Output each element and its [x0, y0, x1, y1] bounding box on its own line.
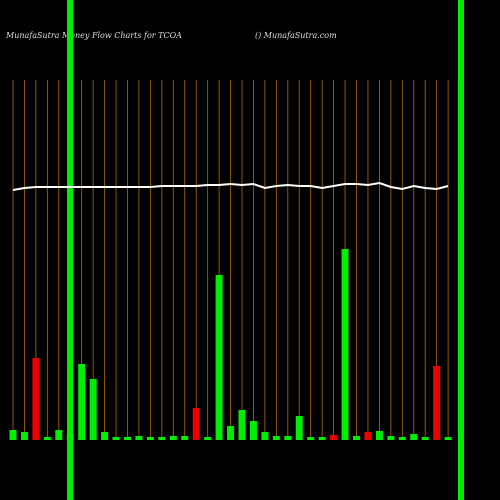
price-line	[12, 181, 449, 191]
bar	[364, 432, 372, 440]
bar	[135, 436, 143, 440]
bar	[227, 426, 235, 440]
bar	[272, 436, 280, 440]
bar	[124, 437, 131, 440]
chart-title: MunafaSutra Money Flow Charts for TCOA	[5, 31, 182, 40]
bar	[215, 275, 223, 440]
bar	[341, 249, 349, 440]
bar	[66, 434, 74, 440]
bar	[169, 436, 177, 440]
bar	[101, 432, 109, 440]
bar	[318, 437, 326, 440]
bar	[444, 437, 452, 440]
bar	[9, 430, 17, 440]
bar	[421, 437, 429, 440]
bar	[146, 437, 154, 440]
bar	[78, 364, 86, 440]
bar	[410, 434, 418, 440]
highlight-band	[458, 0, 464, 500]
bar	[238, 410, 246, 440]
bar	[20, 432, 28, 440]
bar	[249, 421, 257, 440]
bar	[32, 358, 40, 440]
bar	[398, 437, 406, 440]
bar	[112, 437, 120, 440]
bar	[43, 437, 51, 440]
bar	[387, 436, 395, 440]
highlight-band	[67, 0, 73, 500]
bar	[158, 437, 166, 440]
bar	[330, 435, 338, 440]
bar	[261, 432, 269, 440]
bar	[307, 437, 315, 440]
bar	[192, 408, 200, 440]
bar	[204, 437, 212, 440]
bar	[89, 379, 97, 440]
bar	[375, 431, 383, 440]
grid	[12, 80, 449, 440]
bar	[353, 436, 360, 440]
bar	[284, 436, 292, 440]
bar	[55, 430, 63, 440]
bar	[433, 366, 441, 440]
bar	[295, 416, 303, 440]
bar	[181, 436, 189, 440]
chart-subtitle: () MunafaSutra.com	[255, 31, 337, 40]
